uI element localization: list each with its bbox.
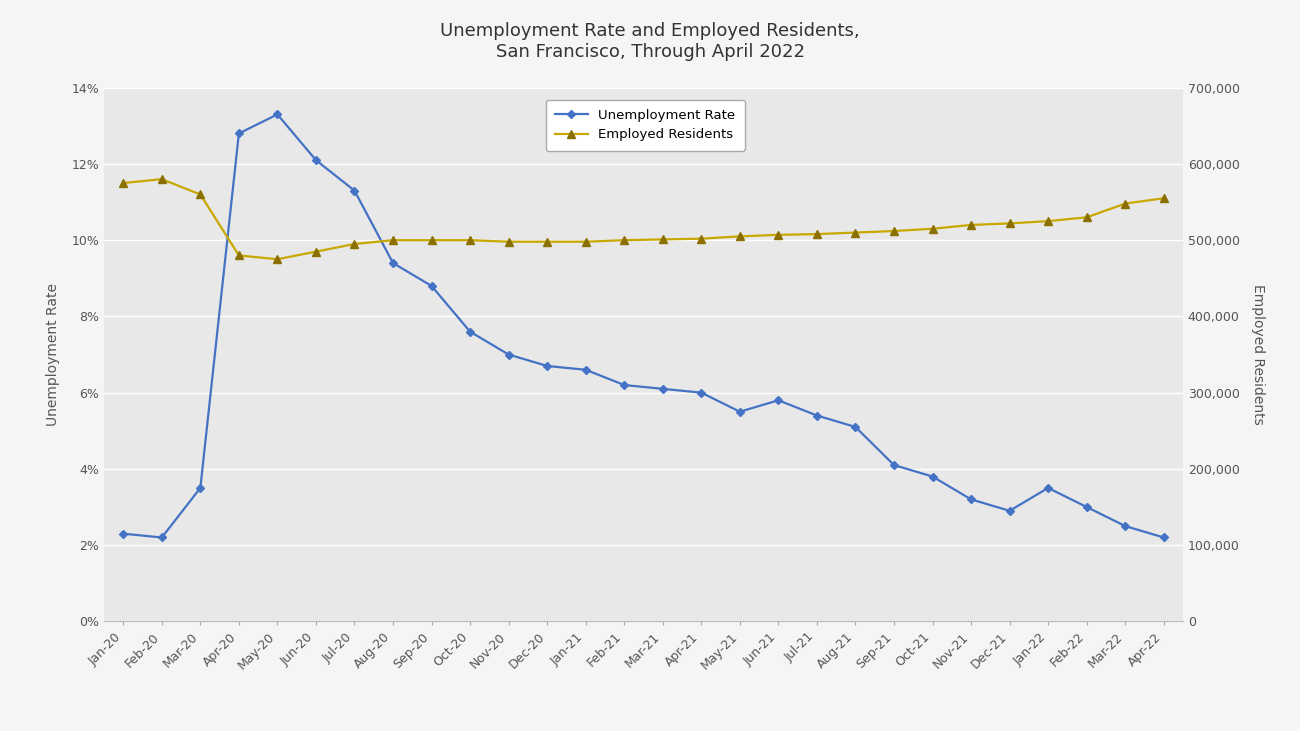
Unemployment Rate	[116, 529, 131, 538]
Employed Residents	[616, 236, 632, 245]
Employed Residents	[1002, 219, 1018, 228]
Unemployment Rate	[540, 362, 555, 371]
Employed Residents	[1156, 194, 1171, 202]
Employed Residents	[809, 230, 824, 238]
Unemployment Rate	[385, 259, 400, 268]
Unemployment Rate	[887, 461, 902, 469]
Employed Residents	[963, 221, 979, 230]
Employed Residents	[693, 234, 709, 243]
Employed Residents	[578, 238, 594, 246]
Unemployment Rate	[693, 388, 709, 397]
Unemployment Rate	[424, 281, 439, 290]
Employed Residents	[424, 236, 439, 245]
Employed Residents	[771, 230, 786, 239]
Employed Residents	[347, 240, 363, 249]
Employed Residents	[500, 238, 516, 246]
Unemployment Rate	[192, 484, 208, 493]
Unemployment Rate	[924, 472, 940, 481]
Unemployment Rate	[732, 407, 748, 416]
Unemployment Rate	[1002, 507, 1018, 515]
Employed Residents	[308, 247, 324, 256]
Employed Residents	[887, 227, 902, 235]
Employed Residents	[655, 235, 671, 244]
Unemployment Rate	[500, 350, 516, 359]
Unemployment Rate	[809, 411, 824, 420]
Unemployment Rate	[463, 327, 478, 336]
Employed Residents	[116, 178, 131, 187]
Employed Residents	[385, 236, 400, 245]
Unemployment Rate	[655, 385, 671, 393]
Employed Residents	[269, 255, 285, 264]
Employed Residents	[1118, 200, 1134, 208]
Unemployment Rate	[347, 186, 363, 195]
Employed Residents	[463, 236, 478, 245]
Unemployment Rate	[1118, 522, 1134, 531]
Unemployment Rate	[269, 110, 285, 119]
Unemployment Rate	[231, 129, 247, 138]
Unemployment Rate	[848, 423, 863, 431]
Unemployment Rate	[771, 396, 786, 405]
Unemployment Rate	[1079, 503, 1095, 512]
Employed Residents	[231, 251, 247, 260]
Unemployment Rate	[963, 495, 979, 504]
Unemployment Rate	[308, 156, 324, 164]
Unemployment Rate	[578, 366, 594, 374]
Unemployment Rate	[1040, 484, 1056, 493]
Employed Residents	[1079, 213, 1095, 221]
Line: Employed Residents: Employed Residents	[120, 175, 1167, 263]
Employed Residents	[732, 232, 748, 240]
Y-axis label: Unemployment Rate: Unemployment Rate	[47, 283, 60, 426]
Employed Residents	[540, 238, 555, 246]
Unemployment Rate	[1156, 533, 1171, 542]
Employed Residents	[848, 228, 863, 237]
Employed Residents	[192, 190, 208, 199]
Employed Residents	[153, 175, 169, 183]
Unemployment Rate	[616, 381, 632, 390]
Line: Unemployment Rate: Unemployment Rate	[120, 111, 1167, 541]
Unemployment Rate	[153, 533, 169, 542]
Employed Residents	[1040, 216, 1056, 225]
Legend: Unemployment Rate, Employed Residents: Unemployment Rate, Employed Residents	[546, 99, 745, 151]
Employed Residents	[924, 224, 940, 233]
Text: Unemployment Rate and Employed Residents,
San Francisco, Through April 2022: Unemployment Rate and Employed Residents…	[441, 22, 859, 61]
Y-axis label: Employed Residents: Employed Residents	[1251, 284, 1265, 425]
